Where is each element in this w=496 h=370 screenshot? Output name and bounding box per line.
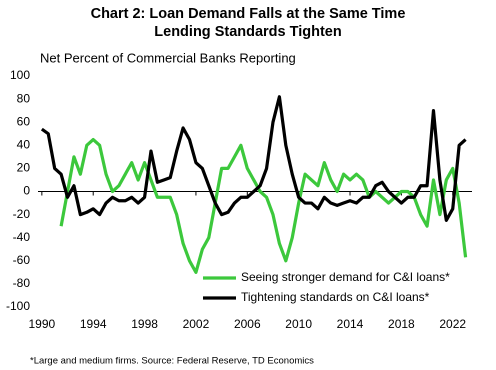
x-tick-label: 1990 — [29, 317, 56, 331]
y-tick-label: 20 — [17, 161, 31, 175]
x-tick-label: 2014 — [337, 317, 364, 331]
x-tick-label: 2018 — [388, 317, 415, 331]
series-line — [40, 95, 467, 222]
y-tick-label: 60 — [17, 114, 31, 128]
y-tick-label: -20 — [13, 207, 31, 221]
x-tick-label: 2010 — [285, 317, 312, 331]
x-tick-label: 2022 — [439, 317, 466, 331]
x-tick-label: 1998 — [131, 317, 158, 331]
series-line — [59, 137, 468, 274]
x-tick-label: 2006 — [234, 317, 261, 331]
x-tick-label: 1994 — [80, 317, 107, 331]
chart-title: Lending Standards Tighten — [154, 24, 341, 40]
y-tick-label: 100 — [10, 68, 30, 82]
y-tick-label: -100 — [6, 299, 30, 313]
x-tick-label: 2002 — [183, 317, 210, 331]
y-tick-label: -40 — [13, 230, 31, 244]
footnote: *Large and medium firms. Source: Federal… — [30, 356, 314, 367]
chart-title: Chart 2: Loan Demand Falls at the Same T… — [91, 6, 406, 22]
y-tick-label: 80 — [17, 91, 31, 105]
y-tick-label: 0 — [23, 184, 30, 198]
y-tick-label: -80 — [13, 276, 31, 290]
y-tick-label: 40 — [17, 137, 31, 151]
legend-label: Tightening standards on C&I loans* — [241, 290, 430, 304]
y-tick-label: -60 — [13, 253, 31, 267]
chart-subtitle: Net Percent of Commercial Banks Reportin… — [40, 50, 296, 65]
legend-label: Seeing stronger demand for C&I loans* — [241, 270, 450, 284]
